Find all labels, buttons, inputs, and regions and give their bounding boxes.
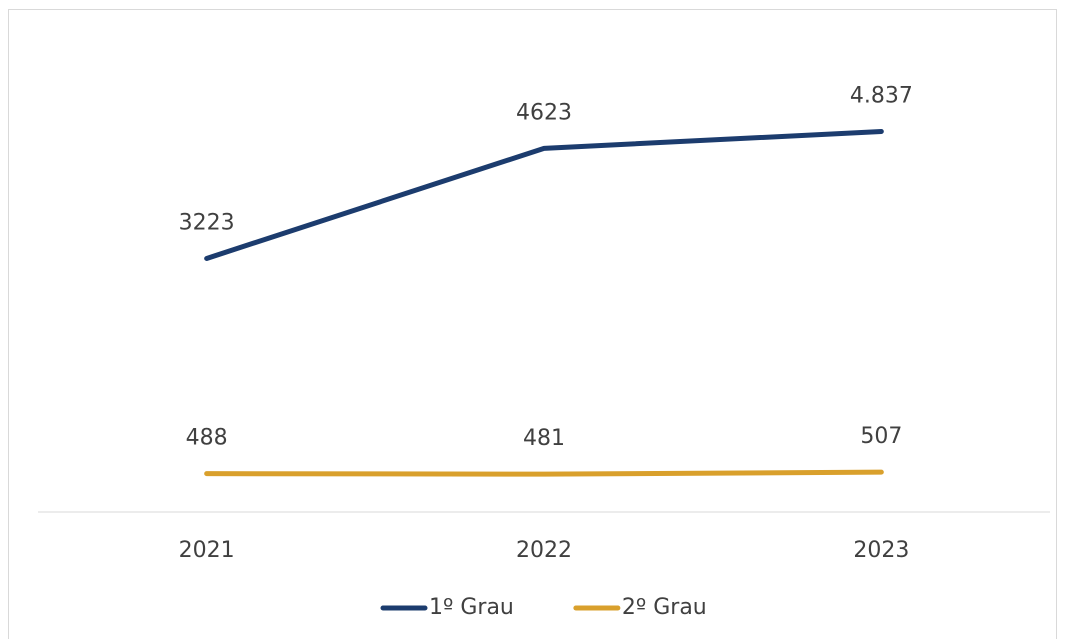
x-tick-label: 2021 — [179, 538, 235, 563]
x-tick-label: 2023 — [853, 538, 909, 563]
legend-label: 1º Grau — [429, 595, 514, 620]
line-series — [204, 128, 884, 261]
data-label: 4.837 — [850, 83, 913, 108]
data-label: 488 — [186, 426, 228, 451]
data-label: 481 — [523, 426, 565, 451]
data-label: 507 — [860, 424, 902, 449]
line-series — [204, 469, 884, 477]
data-label: 4623 — [516, 100, 572, 125]
legend-label: 2º Grau — [622, 595, 707, 620]
x-tick-label: 2022 — [516, 538, 572, 563]
chart-frame — [8, 9, 1057, 639]
data-label: 3223 — [179, 210, 235, 235]
